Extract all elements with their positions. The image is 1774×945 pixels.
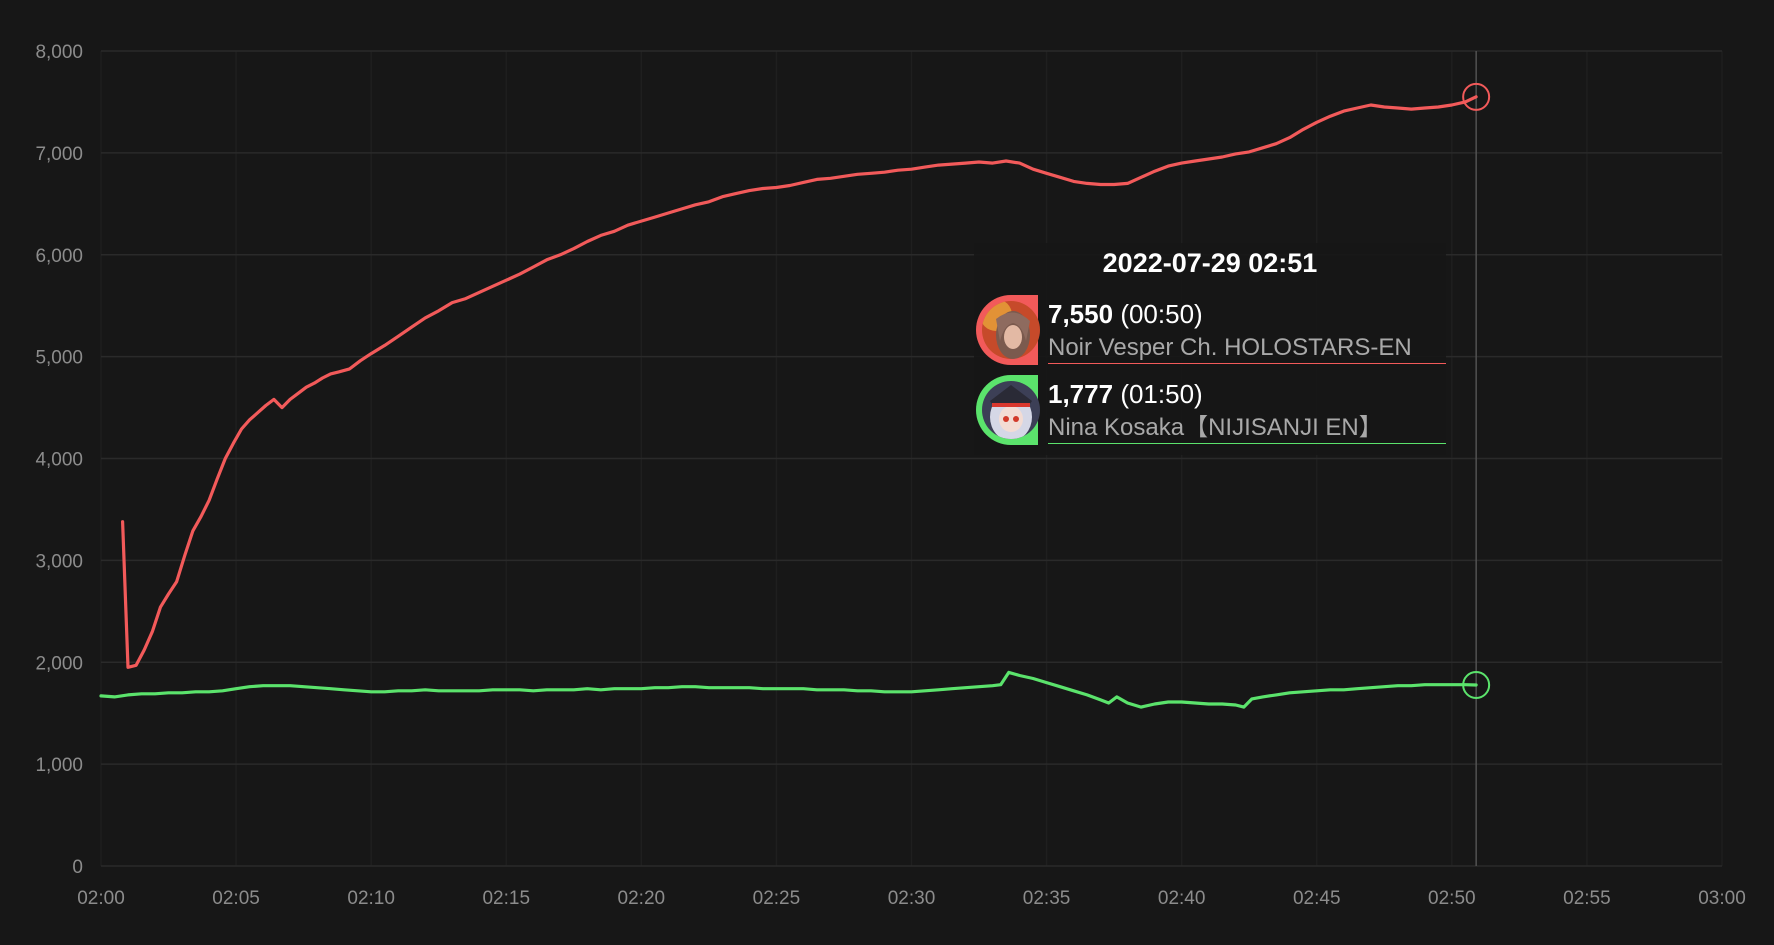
y-tick-label: 7,000 xyxy=(35,144,83,165)
tooltip-channel-nina: Nina Kosaka【NIJISANJI EN】 xyxy=(1048,414,1383,441)
tooltip-row-nina: 1,777 (01:50) Nina Kosaka【NIJISANJI EN】 xyxy=(974,375,1446,445)
nina-avatar-icon xyxy=(982,381,1040,439)
x-tick-label: 02:10 xyxy=(347,888,395,909)
tooltip-duration-nina: (01:50) xyxy=(1120,379,1203,409)
tooltip-text-noir: 7,550 (00:50) Noir Vesper Ch. HOLOSTARS-… xyxy=(1048,297,1446,364)
x-tick-label: 02:45 xyxy=(1293,888,1341,909)
noir-avatar-icon xyxy=(982,301,1040,359)
x-tick-label: 02:05 xyxy=(212,888,260,909)
tooltip-row-noir: 7,550 (00:50) Noir Vesper Ch. HOLOSTARS-… xyxy=(974,295,1446,365)
y-tick-label: 6,000 xyxy=(35,246,83,267)
hover-marker-nina xyxy=(1462,670,1491,699)
y-tick-label: 3,000 xyxy=(35,551,83,572)
tooltip-value-nina: 1,777 xyxy=(1048,379,1114,409)
series-line-nina[interactable] xyxy=(99,670,1478,709)
y-tick-label: 4,000 xyxy=(35,450,83,471)
y-tick-label: 2,000 xyxy=(35,653,83,674)
hover-markers xyxy=(1462,82,1491,699)
hover-tooltip: 2022-07-29 02:51 7,550 (00:50) Noir Vesp… xyxy=(974,243,1446,455)
x-tick-label: 02:00 xyxy=(77,888,125,909)
y-tick-label: 5,000 xyxy=(35,348,83,369)
tooltip-duration-noir: (00:50) xyxy=(1120,299,1203,329)
hover-marker-noir xyxy=(1462,82,1491,111)
x-tick-label: 02:30 xyxy=(888,888,936,909)
x-tick-label: 03:00 xyxy=(1698,888,1746,909)
y-tick-label: 0 xyxy=(72,857,83,878)
grid-lines xyxy=(100,50,1723,867)
series-line-noir[interactable] xyxy=(121,95,1478,669)
x-tick-label: 02:55 xyxy=(1563,888,1611,909)
x-tick-label: 02:35 xyxy=(1023,888,1071,909)
y-axis-ticks: 0 1,000 2,000 3,000 4,000 5,000 6,000 7,000 8,00… xyxy=(35,42,83,878)
x-tick-label: 02:50 xyxy=(1428,888,1476,909)
y-tick-label: 1,000 xyxy=(35,755,83,776)
x-tick-label: 02:25 xyxy=(753,888,801,909)
y-tick-label: 8,000 xyxy=(35,42,83,63)
series-lines xyxy=(99,95,1478,709)
x-tick-label: 02:15 xyxy=(482,888,530,909)
x-tick-label: 02:40 xyxy=(1158,888,1206,909)
x-axis-ticks: 02:00 02:05 02:10 02:15 02:20 02:25 02:30 02:35… xyxy=(77,888,1746,909)
tooltip-value-noir: 7,550 xyxy=(1048,299,1114,329)
tooltip-title: 2022-07-29 02:51 xyxy=(1102,248,1318,278)
tooltip-text-nina: 1,777 (01:50) Nina Kosaka【NIJISANJI EN】 xyxy=(1048,377,1446,444)
tooltip-channel-noir: Noir Vesper Ch. HOLOSTARS-EN xyxy=(1048,334,1412,361)
x-tick-label: 02:20 xyxy=(618,888,666,909)
